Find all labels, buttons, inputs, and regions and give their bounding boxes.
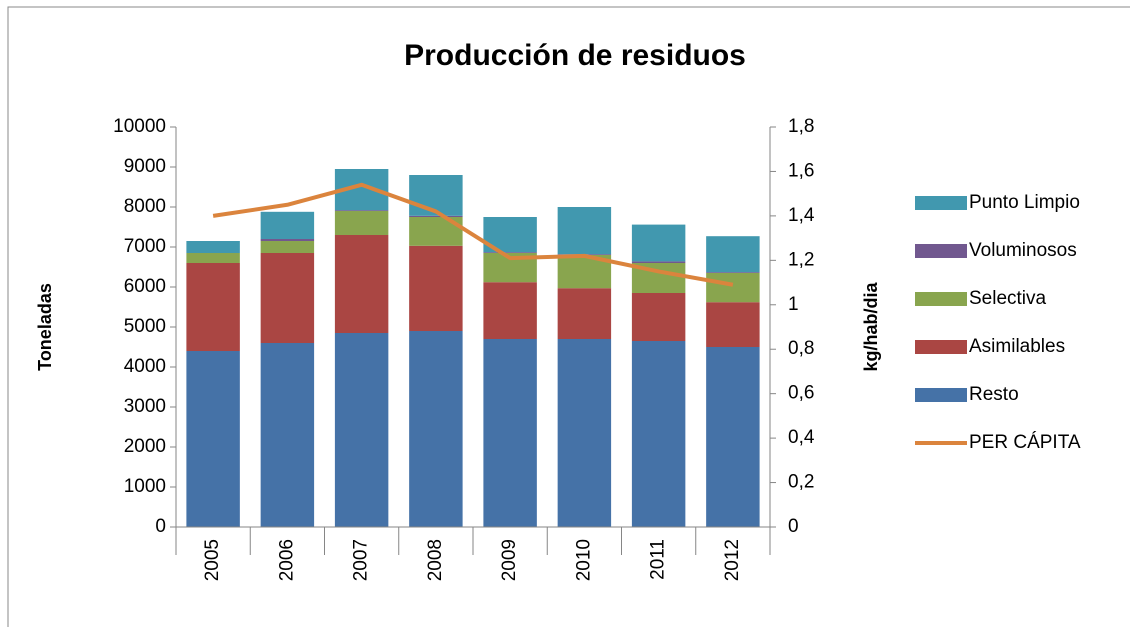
y2-axis-label: kg/hab/dia: [861, 282, 881, 372]
bar-segment: [260, 343, 315, 527]
legend-label: Asimilables: [969, 336, 1065, 357]
bar-segment: [557, 339, 612, 527]
y2-tick-label: 0,6: [788, 383, 814, 404]
x-tick-label: 2006: [276, 539, 297, 581]
bar-segment: [409, 175, 463, 216]
bar-segment: [483, 282, 537, 339]
bar-segment: [631, 293, 686, 341]
bar-segment: [334, 210, 389, 211]
legend-label: Resto: [969, 384, 1019, 405]
y2-tick-label: 1: [788, 294, 799, 315]
legend-swatch: [915, 340, 967, 354]
y2-tick-label: 0: [788, 516, 799, 537]
legend-swatch: [915, 292, 967, 306]
legend-swatch: [915, 244, 967, 258]
y-tick-label: 9000: [124, 156, 166, 177]
y-tick-label: 2000: [124, 436, 166, 457]
x-tick-label: 2011: [648, 539, 669, 580]
legend-label: Punto Limpio: [969, 192, 1080, 213]
bar-segment: [631, 341, 686, 527]
y2-tick-label: 1,4: [788, 205, 815, 226]
x-tick-label: 2005: [202, 539, 223, 581]
bar-segment: [557, 288, 612, 339]
y-tick-label: 8000: [124, 196, 166, 217]
bar-segment: [186, 351, 240, 527]
legend-swatch: [915, 388, 967, 402]
bar-segment: [706, 236, 760, 273]
bar-segment: [409, 215, 463, 217]
bar-segment: [483, 252, 537, 253]
x-tick-label: 2010: [573, 539, 594, 581]
bar-segment: [260, 253, 315, 343]
legend-label: Selectiva: [969, 288, 1047, 309]
bar-segment: [186, 241, 240, 253]
y2-tick-label: 1,8: [788, 116, 814, 137]
bar-segment: [409, 331, 463, 527]
bar-segment: [631, 261, 686, 263]
y2-tick-label: 1,2: [788, 249, 814, 270]
y-tick-label: 0: [155, 516, 166, 537]
bar-segment: [260, 241, 315, 253]
y2-tick-label: 0,2: [788, 472, 814, 493]
line-series: [212, 182, 734, 287]
bar-segment: [260, 239, 315, 241]
bar-segment: [557, 207, 612, 255]
y-axis-label: Toneladas: [35, 283, 55, 371]
bar-segment: [706, 272, 760, 273]
bar-segment: [186, 263, 240, 351]
bar-segment: [706, 302, 760, 347]
y-tick-label: 7000: [124, 236, 166, 257]
x-tick-label: 2007: [351, 539, 372, 581]
legend-swatch: [915, 196, 967, 210]
y-tick-label: 1000: [124, 476, 166, 497]
y2-tick-label: 0,8: [788, 338, 814, 359]
chart-title: Producción de residuos: [404, 39, 746, 72]
bar-segment: [186, 253, 240, 263]
bar-segment: [334, 211, 389, 235]
legend-label: PER CÁPITA: [969, 432, 1081, 453]
bar-segment: [334, 333, 389, 527]
y2-tick-label: 0,4: [788, 427, 815, 448]
bar-segment: [706, 273, 760, 303]
bar-segment: [706, 347, 760, 527]
y-tick-label: 3000: [124, 396, 166, 417]
y-tick-label: 5000: [124, 316, 166, 337]
y-tick-label: 4000: [124, 356, 166, 377]
x-tick-label: 2012: [722, 539, 743, 581]
bar-segment: [260, 211, 315, 239]
bar-segment: [483, 339, 537, 527]
bar-segment: [631, 224, 686, 262]
y-tick-label: 6000: [124, 276, 166, 297]
bar-segment: [409, 245, 463, 331]
legend-label: Voluminosos: [969, 240, 1077, 261]
y-tick-label: 10000: [113, 116, 166, 137]
x-tick-label: 2009: [499, 539, 520, 581]
bar-segment: [334, 235, 389, 333]
x-tick-label: 2008: [425, 539, 446, 581]
y2-tick-label: 1,6: [788, 160, 814, 181]
